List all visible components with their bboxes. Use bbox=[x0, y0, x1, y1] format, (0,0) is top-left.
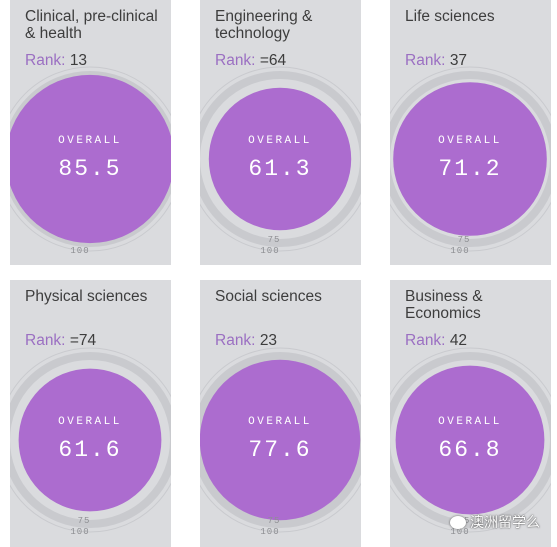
overall-label: OVERALL bbox=[248, 416, 312, 428]
overall-label: OVERALL bbox=[438, 416, 502, 428]
watermark: 澳洲留学么 bbox=[450, 512, 540, 532]
overall-score-gauge: OVERALL 66.8 75 100 bbox=[390, 347, 551, 537]
scale-tick-75: 75 bbox=[268, 235, 281, 245]
card-title: Business & Economics bbox=[405, 288, 483, 322]
scale-tick-75: 75 bbox=[458, 235, 471, 245]
gauge-ring bbox=[390, 71, 551, 247]
rank-line: Rank: 42 bbox=[405, 332, 467, 350]
score-disc bbox=[393, 82, 547, 236]
gauge-outer-ring bbox=[200, 66, 361, 252]
rank-label: Rank: bbox=[405, 332, 446, 349]
gauge-outer-ring bbox=[200, 347, 361, 533]
card-title: Engineering & technology bbox=[215, 8, 313, 42]
overall-score-gauge: OVERALL 77.6 75 100 bbox=[200, 347, 361, 537]
rank-line: Rank: 13 bbox=[25, 52, 87, 70]
overall-value: 71.2 bbox=[438, 156, 501, 182]
card-title: Physical sciences bbox=[25, 288, 148, 305]
rank-value: =64 bbox=[259, 52, 287, 69]
scale-tick-100: 100 bbox=[70, 527, 89, 537]
rank-line: Rank: =74 bbox=[25, 332, 96, 350]
overall-score-gauge: OVERALL 61.3 75 100 bbox=[200, 66, 361, 256]
gauge-outer-ring bbox=[10, 66, 171, 252]
subject-card-engineering: Engineering & technology Rank: =64 OVERA… bbox=[200, 0, 361, 265]
gauge-outer-ring bbox=[390, 66, 551, 252]
card-title: Life sciences bbox=[405, 8, 495, 25]
overall-score-gauge: OVERALL 71.2 75 100 bbox=[390, 66, 551, 256]
overall-label: OVERALL bbox=[58, 135, 122, 147]
scale-tick-75: 75 bbox=[268, 516, 281, 526]
score-disc bbox=[10, 74, 171, 244]
rank-label: Rank: bbox=[215, 52, 256, 69]
subject-card-clinical: Clinical, pre-clinical & health Rank: 13… bbox=[10, 0, 171, 265]
gauge-outer-ring bbox=[10, 347, 171, 533]
scale-tick-100: 100 bbox=[260, 246, 279, 256]
rank-line: Rank: 37 bbox=[405, 52, 467, 70]
rank-label: Rank: bbox=[25, 332, 66, 349]
scale-tick-75: 75 bbox=[78, 516, 91, 526]
overall-value: 66.8 bbox=[438, 437, 501, 463]
subject-card-social-sciences: Social sciences Rank: 23 OVERALL 77.6 75… bbox=[200, 280, 361, 547]
score-disc bbox=[200, 359, 361, 521]
card-title: Clinical, pre-clinical & health bbox=[25, 8, 158, 42]
rank-label: Rank: bbox=[25, 52, 66, 69]
rank-value: 23 bbox=[259, 332, 278, 349]
gauge-ring bbox=[200, 352, 361, 528]
score-disc bbox=[395, 365, 545, 515]
overall-value: 77.6 bbox=[248, 437, 311, 463]
rank-value: 13 bbox=[69, 52, 88, 69]
subject-card-life-sciences: Life sciences Rank: 37 OVERALL 71.2 75 1… bbox=[390, 0, 551, 265]
rank-value: 42 bbox=[449, 332, 468, 349]
overall-label: OVERALL bbox=[438, 135, 502, 147]
subject-card-physical-sciences: Physical sciences Rank: =74 OVERALL 61.6… bbox=[10, 280, 171, 547]
subject-card-business-economics: Business & Economics Rank: 42 OVERALL 66… bbox=[390, 280, 551, 547]
scale-tick-100: 100 bbox=[450, 246, 469, 256]
gauge-ring bbox=[390, 352, 551, 528]
rank-value: 37 bbox=[449, 52, 468, 69]
watermark-text: 澳洲留学么 bbox=[470, 514, 540, 530]
rank-line: Rank: =64 bbox=[215, 52, 286, 70]
rank-label: Rank: bbox=[405, 52, 446, 69]
overall-score-gauge: OVERALL 85.5 100 bbox=[10, 66, 171, 256]
scale-tick-100: 100 bbox=[260, 527, 279, 537]
rank-label: Rank: bbox=[215, 332, 256, 349]
score-disc bbox=[208, 87, 352, 231]
gauge-outer-ring bbox=[390, 347, 551, 533]
overall-value: 85.5 bbox=[58, 156, 121, 182]
score-disc bbox=[18, 368, 162, 512]
gauge-ring bbox=[10, 352, 171, 528]
scale-tick-100: 100 bbox=[450, 527, 469, 537]
wechat-icon bbox=[450, 516, 466, 529]
gauge-ring bbox=[200, 71, 361, 247]
rank-value: =74 bbox=[69, 332, 97, 349]
overall-value: 61.6 bbox=[58, 437, 121, 463]
overall-label: OVERALL bbox=[58, 416, 122, 428]
scale-tick-100: 100 bbox=[70, 246, 89, 256]
rank-line: Rank: 23 bbox=[215, 332, 277, 350]
overall-value: 61.3 bbox=[248, 156, 311, 182]
overall-score-gauge: OVERALL 61.6 75 100 bbox=[10, 347, 171, 537]
card-title: Social sciences bbox=[215, 288, 322, 305]
overall-label: OVERALL bbox=[248, 135, 312, 147]
